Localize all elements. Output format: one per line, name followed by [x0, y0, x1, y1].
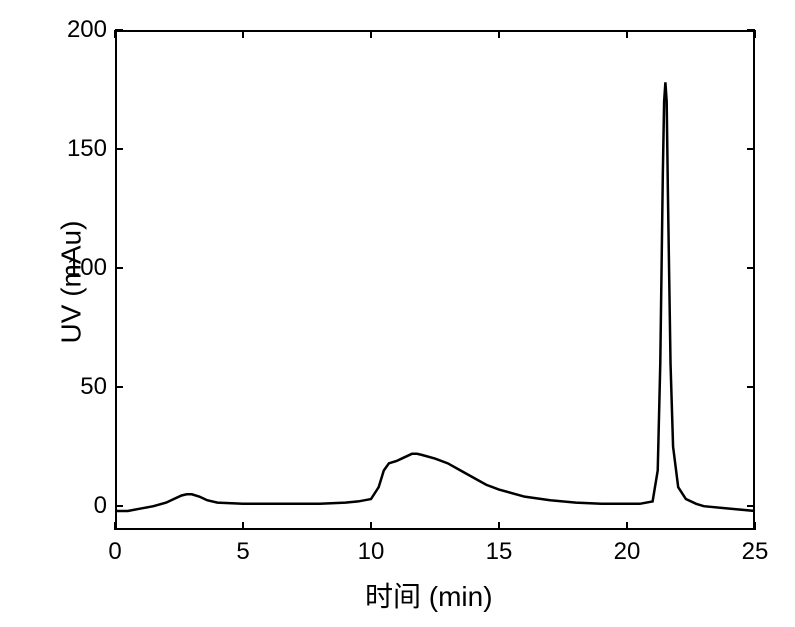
chromatogram-chart: UV (mAu) 时间 (min) 050100150200 051015202… [0, 0, 795, 627]
data-line [0, 0, 795, 627]
